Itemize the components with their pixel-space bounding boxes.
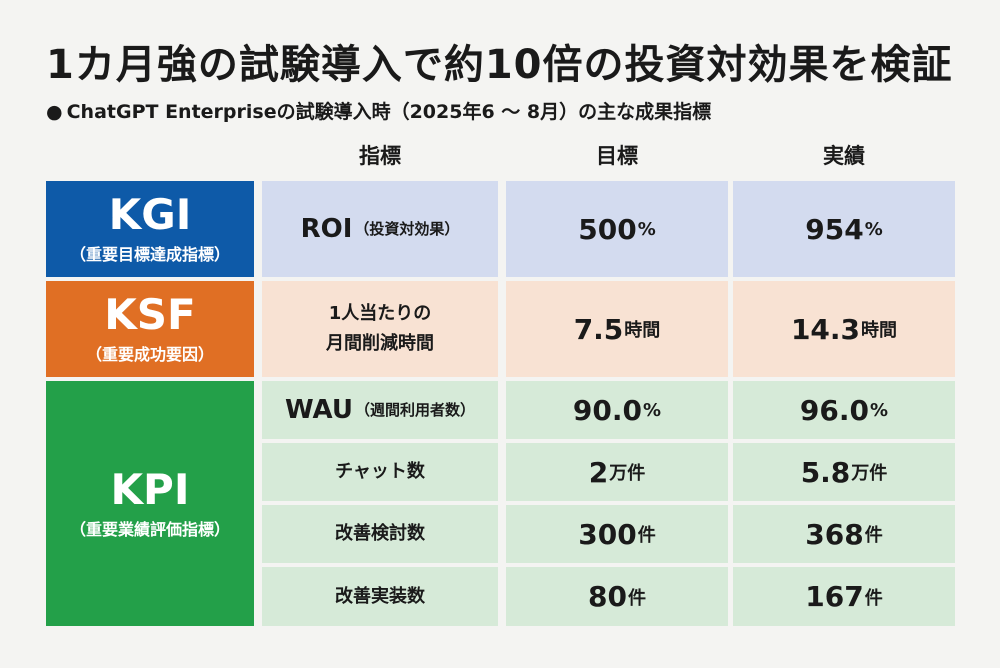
actual-wau-unit: % — [870, 399, 889, 421]
target-time-unit: 時間 — [624, 320, 661, 341]
header-target: 目標 — [596, 144, 638, 168]
actual-time-saved: 14.3 時間 — [733, 281, 955, 377]
indicator-wau: WAU （週間利用者数） — [262, 381, 498, 439]
target-impl-value: 80 — [588, 580, 627, 613]
target-chat-count: 2 万件 — [506, 443, 728, 501]
subtitle: ● ChatGPT Enterpriseの試験導入時（2025年6 ～ 8月）の主… — [46, 97, 711, 124]
category-kpi: KPI （重要業績評価指標） — [46, 381, 254, 626]
actual-roi-value: 954 — [805, 212, 864, 246]
target-time-saved: 7.5 時間 — [506, 281, 728, 377]
indicator-roi-paren: （投資対効果） — [354, 220, 460, 238]
target-improvement-review: 300 件 — [506, 505, 728, 563]
indicator-improvement-review: 改善検討数 — [262, 505, 498, 563]
header-actual: 実績 — [823, 144, 865, 168]
indicator-roi-main: ROI — [300, 214, 353, 244]
actual-review-unit: 件 — [864, 525, 883, 546]
target-review-unit: 件 — [637, 525, 656, 546]
target-impl-unit: 件 — [627, 587, 646, 609]
target-wau-value: 90.0 — [572, 393, 643, 427]
target-roi-value: 500 — [578, 212, 637, 246]
actual-time-value: 14.3 — [790, 312, 861, 346]
bullet: ● — [46, 101, 63, 123]
actual-chat-value: 5.8 — [800, 455, 851, 489]
actual-impl-value: 167 — [805, 580, 864, 613]
category-kpi-desc: （重要業績評価指標） — [69, 519, 230, 539]
indicator-time-line2: 月間削減時間 — [326, 333, 434, 354]
target-wau-unit: % — [643, 399, 662, 421]
indicator-roi: ROI （投資対効果） — [262, 181, 498, 277]
category-ksf-desc: （重要成功要因） — [85, 345, 214, 364]
target-improvement-implemented: 80 件 — [506, 567, 728, 626]
target-review-value: 300 — [578, 517, 637, 551]
category-kgi: KGI （重要目標達成指標） — [46, 181, 254, 277]
actual-time-unit: 時間 — [861, 320, 898, 341]
header-indicator: 指標 — [359, 144, 401, 168]
actual-chat-unit: 万件 — [851, 463, 888, 484]
actual-wau: 96.0% — [733, 381, 955, 439]
indicator-improvement-implemented: 改善実装数 — [262, 567, 498, 626]
target-chat-value: 2 — [588, 455, 609, 489]
actual-impl-unit: 件 — [864, 587, 883, 609]
category-kgi-name: KGI — [108, 190, 192, 239]
indicator-time-line1: 1人当たりの — [328, 303, 432, 324]
target-roi: 500% — [506, 181, 728, 277]
indicator-chat-count: チャット数 — [262, 443, 498, 501]
actual-roi: 954% — [733, 181, 955, 277]
target-chat-unit: 万件 — [609, 463, 646, 484]
target-roi-unit: % — [637, 218, 656, 240]
actual-roi-unit: % — [864, 218, 883, 240]
actual-improvement-implemented: 167 件 — [733, 567, 955, 626]
category-kgi-desc: （重要目標達成指標） — [69, 245, 230, 264]
actual-improvement-review: 368 件 — [733, 505, 955, 563]
indicator-wau-main: WAU — [285, 395, 353, 425]
actual-review-value: 368 — [805, 517, 864, 551]
page-title: 1カ月強の試験導入で約10倍の投資対効果を検証 — [46, 42, 953, 88]
target-wau: 90.0% — [506, 381, 728, 439]
indicator-time-saved: 1人当たりの 月間削減時間 — [262, 281, 498, 377]
subtitle-text: ChatGPT Enterpriseの試験導入時（2025年6 ～ 8月）の主な… — [66, 101, 712, 123]
actual-wau-value: 96.0 — [799, 393, 870, 427]
actual-chat-count: 5.8 万件 — [733, 443, 955, 501]
category-ksf-name: KSF — [104, 290, 196, 339]
category-ksf: KSF （重要成功要因） — [46, 281, 254, 377]
indicator-wau-paren: （週間利用者数） — [354, 401, 475, 419]
category-kpi-name: KPI — [110, 464, 190, 514]
target-time-value: 7.5 — [573, 312, 624, 346]
